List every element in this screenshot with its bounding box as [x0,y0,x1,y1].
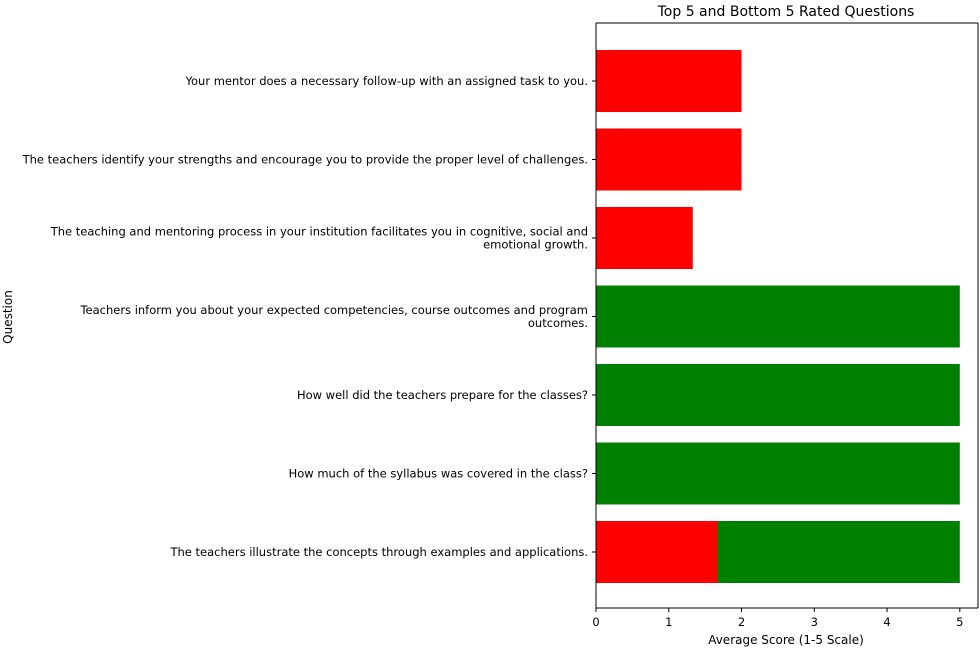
category-label: The teachers identify your strengths and… [22,153,588,167]
category-label: outcomes. [528,316,588,330]
bar-bottom-6 [596,128,742,191]
bar-bottom-1 [596,521,718,583]
bars-group [596,50,960,583]
axes-group [595,22,979,609]
bar-top-4 [596,285,960,348]
chart-title: Top 5 and Bottom 5 Rated Questions [657,4,915,20]
y-axis-title: Question [1,290,15,344]
category-label: Teachers inform you about your expected … [79,303,588,317]
bar-top-3 [596,364,960,426]
category-labels: The teachers illustrate the concepts thr… [22,74,596,559]
x-tick-label: 0 [592,615,599,629]
bar-top-2 [596,442,960,505]
bar-bottom-5 [596,207,693,269]
x-tick-label: 2 [738,615,745,629]
x-tick-label: 3 [811,615,818,629]
category-label: emotional growth. [483,238,588,252]
x-axis-title: Average Score (1-5 Scale) [708,633,864,647]
category-label: The teaching and mentoring process in yo… [50,225,588,239]
x-ticks: 0 1 2 3 4 5 [592,608,963,629]
x-tick-label: 4 [883,615,890,629]
category-label: Your mentor does a necessary follow-up w… [185,74,589,88]
category-label: How much of the syllabus was covered in … [289,467,588,481]
bar-bottom-7 [596,50,742,112]
category-label: The teachers illustrate the concepts thr… [169,545,588,559]
x-tick-label: 5 [956,615,963,629]
category-label: How well did the teachers prepare for th… [297,388,588,402]
x-tick-label: 1 [665,615,672,629]
